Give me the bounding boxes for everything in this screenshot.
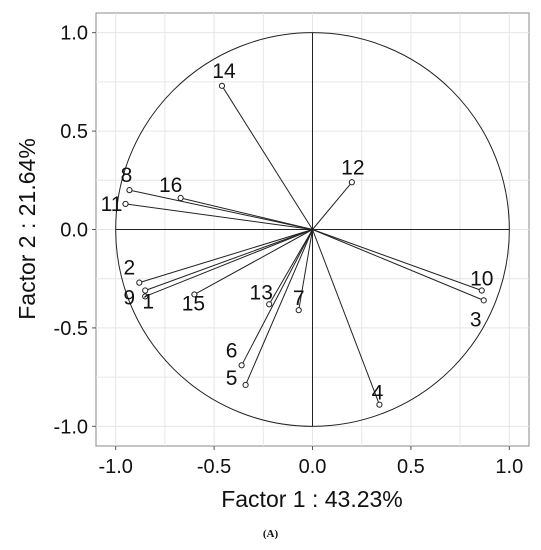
loading-vector-4 — [312, 229, 380, 405]
loading-point-6 — [238, 362, 245, 369]
loading-point-4 — [376, 401, 383, 408]
y-tick-label: -1.0 — [54, 416, 88, 438]
y-tick-label: 0.5 — [60, 121, 88, 143]
loading-point-15 — [191, 291, 198, 298]
loading-vector-3 — [312, 229, 484, 301]
x-tick-label: -0.5 — [197, 456, 231, 478]
loading-vector-7 — [298, 229, 313, 311]
loading-point-11 — [122, 200, 129, 208]
x-tick-label: 1.0 — [495, 456, 523, 478]
panel-label: (A) — [262, 528, 279, 540]
x-tick-label: 0.5 — [397, 456, 425, 478]
loading-point-8 — [126, 187, 133, 194]
variable-label-6: 6 — [226, 339, 238, 362]
y-tick-label: 0.0 — [60, 220, 88, 242]
variable-label-7: 7 — [293, 287, 305, 310]
y-tick-label: -0.5 — [54, 318, 88, 340]
loading-vector-14 — [221, 85, 313, 230]
variable-label-2: 2 — [123, 257, 135, 280]
loading-point-3 — [480, 297, 487, 304]
loading-vector-9 — [145, 229, 313, 291]
loading-vector-15 — [194, 229, 313, 295]
loading-point-16 — [177, 194, 184, 202]
loading-vector-11 — [125, 203, 313, 230]
variable-label-15: 15 — [182, 292, 205, 315]
loading-vector-6 — [241, 229, 313, 366]
variable-label-13: 13 — [250, 281, 273, 304]
y-tick-label: 1.0 — [60, 23, 88, 45]
variable-label-1: 1 — [142, 290, 154, 313]
variable-label-14: 14 — [212, 60, 236, 83]
x-tick-label: 0.0 — [299, 456, 327, 478]
loading-point-9 — [142, 287, 149, 294]
tick-labels: -1.0 -0.5 0.0 0.5 1.0 1.0 0.5 0.0 -0.5 -1.0 — [54, 23, 524, 478]
loading-point-7 — [295, 307, 302, 314]
loading-point-5 — [242, 381, 249, 389]
variable-label-4: 4 — [372, 382, 384, 405]
loading-vector-5 — [245, 229, 313, 386]
variable-label-3: 3 — [470, 308, 482, 331]
loading-vector-1 — [145, 229, 313, 297]
loading-vector-2 — [139, 229, 313, 284]
variable-label-5: 5 — [226, 367, 238, 390]
variable-label-16: 16 — [159, 174, 182, 197]
variable-label-9: 9 — [123, 287, 135, 310]
loading-vector-10 — [312, 229, 482, 291]
variable-label-11: 11 — [101, 193, 123, 216]
loading-point-12 — [348, 179, 355, 186]
x-tick-label: -1.0 — [98, 456, 132, 478]
loading-point-14 — [218, 82, 226, 89]
loading-point-10 — [478, 287, 485, 294]
loading-point-1 — [142, 293, 149, 300]
loading-vector-12 — [312, 181, 353, 230]
loading-vector-16 — [180, 197, 313, 230]
loading-point-2 — [136, 279, 143, 286]
variable-label-8: 8 — [121, 164, 133, 187]
loading-vector-13 — [268, 229, 313, 305]
loading-vector-8 — [129, 189, 313, 230]
x-axis-title: Factor 1 : 43.23% — [221, 486, 403, 512]
variable-label-12: 12 — [341, 156, 364, 179]
variable-label-10: 10 — [470, 268, 493, 291]
y-axis-title: Factor 2 : 21.64% — [14, 138, 40, 320]
loading-point-13 — [266, 301, 273, 308]
